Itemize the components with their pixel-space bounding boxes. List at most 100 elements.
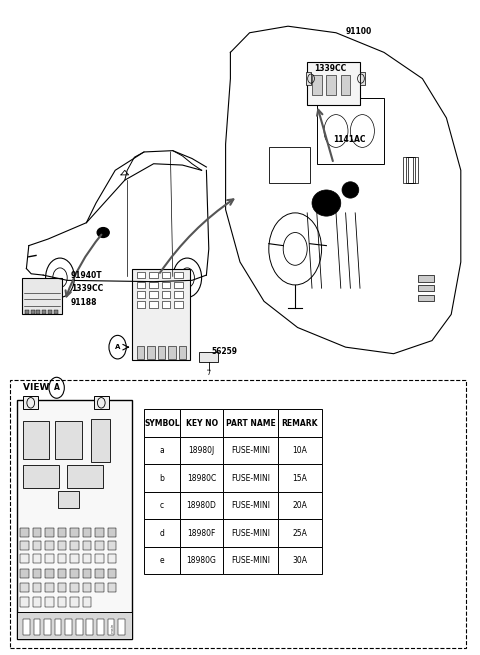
Text: 18980C: 18980C: [187, 474, 216, 483]
Bar: [76, 619, 83, 635]
Bar: [149, 272, 158, 278]
Bar: [317, 98, 384, 164]
Bar: [48, 310, 52, 314]
Text: FUSE-MINI: FUSE-MINI: [231, 556, 270, 565]
Bar: [108, 541, 116, 550]
Text: 15A: 15A: [293, 474, 307, 483]
Text: c: c: [160, 501, 164, 510]
Ellipse shape: [342, 182, 359, 198]
Bar: [180, 409, 223, 437]
Bar: [83, 528, 91, 537]
Bar: [137, 346, 144, 359]
Text: FUSE-MINI: FUSE-MINI: [231, 501, 270, 510]
Bar: [20, 569, 29, 578]
Bar: [144, 492, 180, 519]
Text: 91100: 91100: [346, 27, 372, 36]
Bar: [20, 541, 29, 550]
Bar: [33, 541, 41, 550]
Bar: [360, 72, 365, 85]
Bar: [269, 147, 310, 183]
Bar: [70, 541, 79, 550]
Bar: [58, 569, 66, 578]
Bar: [144, 464, 180, 492]
Bar: [95, 554, 104, 563]
Text: FUSE-MINI: FUSE-MINI: [231, 474, 270, 483]
Bar: [223, 547, 278, 574]
Bar: [33, 569, 41, 578]
Bar: [312, 75, 322, 95]
Bar: [137, 282, 145, 288]
Bar: [108, 554, 116, 563]
Bar: [33, 554, 41, 563]
Bar: [25, 310, 29, 314]
Bar: [149, 282, 158, 288]
Bar: [418, 295, 434, 301]
Bar: [58, 491, 79, 508]
Bar: [58, 554, 66, 563]
Bar: [278, 437, 322, 464]
Bar: [45, 541, 54, 550]
Bar: [406, 157, 415, 183]
Bar: [94, 396, 109, 409]
Bar: [83, 597, 91, 607]
Bar: [179, 346, 186, 359]
Bar: [174, 272, 183, 278]
Text: FUSE-MINI: FUSE-MINI: [231, 529, 270, 538]
Text: 30A: 30A: [292, 556, 308, 565]
Bar: [55, 619, 61, 635]
Text: PART NAME: PART NAME: [226, 419, 276, 428]
Bar: [54, 310, 58, 314]
Bar: [149, 301, 158, 308]
Text: 18980J: 18980J: [189, 446, 215, 455]
Bar: [10, 380, 466, 648]
Bar: [278, 519, 322, 547]
Bar: [33, 597, 41, 607]
Bar: [144, 519, 180, 547]
Bar: [307, 62, 360, 105]
Bar: [33, 583, 41, 592]
Bar: [70, 528, 79, 537]
Bar: [108, 569, 116, 578]
Bar: [162, 282, 170, 288]
Text: VIEW: VIEW: [23, 383, 52, 392]
Bar: [168, 346, 176, 359]
Text: 91940T: 91940T: [71, 271, 103, 280]
Bar: [22, 278, 62, 314]
Bar: [162, 272, 170, 278]
Bar: [83, 541, 91, 550]
Bar: [58, 528, 66, 537]
Bar: [118, 619, 125, 635]
Bar: [65, 619, 72, 635]
Text: 10A: 10A: [293, 446, 307, 455]
Text: A: A: [54, 383, 60, 392]
Text: b: b: [159, 474, 165, 483]
Text: 18980F: 18980F: [187, 529, 216, 538]
Bar: [70, 554, 79, 563]
Bar: [45, 597, 54, 607]
Bar: [278, 464, 322, 492]
Bar: [23, 465, 59, 488]
Bar: [45, 528, 54, 537]
Bar: [20, 597, 29, 607]
Bar: [144, 547, 180, 574]
Bar: [70, 569, 79, 578]
Bar: [144, 437, 180, 464]
Text: e: e: [160, 556, 164, 565]
Text: 91188: 91188: [71, 297, 97, 307]
Bar: [34, 619, 40, 635]
Bar: [180, 464, 223, 492]
Bar: [97, 619, 104, 635]
Bar: [147, 346, 155, 359]
Bar: [17, 400, 132, 639]
Bar: [86, 619, 93, 635]
Bar: [137, 272, 145, 278]
Bar: [223, 437, 278, 464]
Bar: [23, 421, 49, 458]
Text: d: d: [159, 529, 165, 538]
Text: a: a: [160, 446, 164, 455]
Text: 25A: 25A: [293, 529, 307, 538]
Bar: [137, 301, 145, 308]
Bar: [17, 612, 132, 639]
Text: 1339CC: 1339CC: [314, 64, 347, 73]
Bar: [180, 492, 223, 519]
